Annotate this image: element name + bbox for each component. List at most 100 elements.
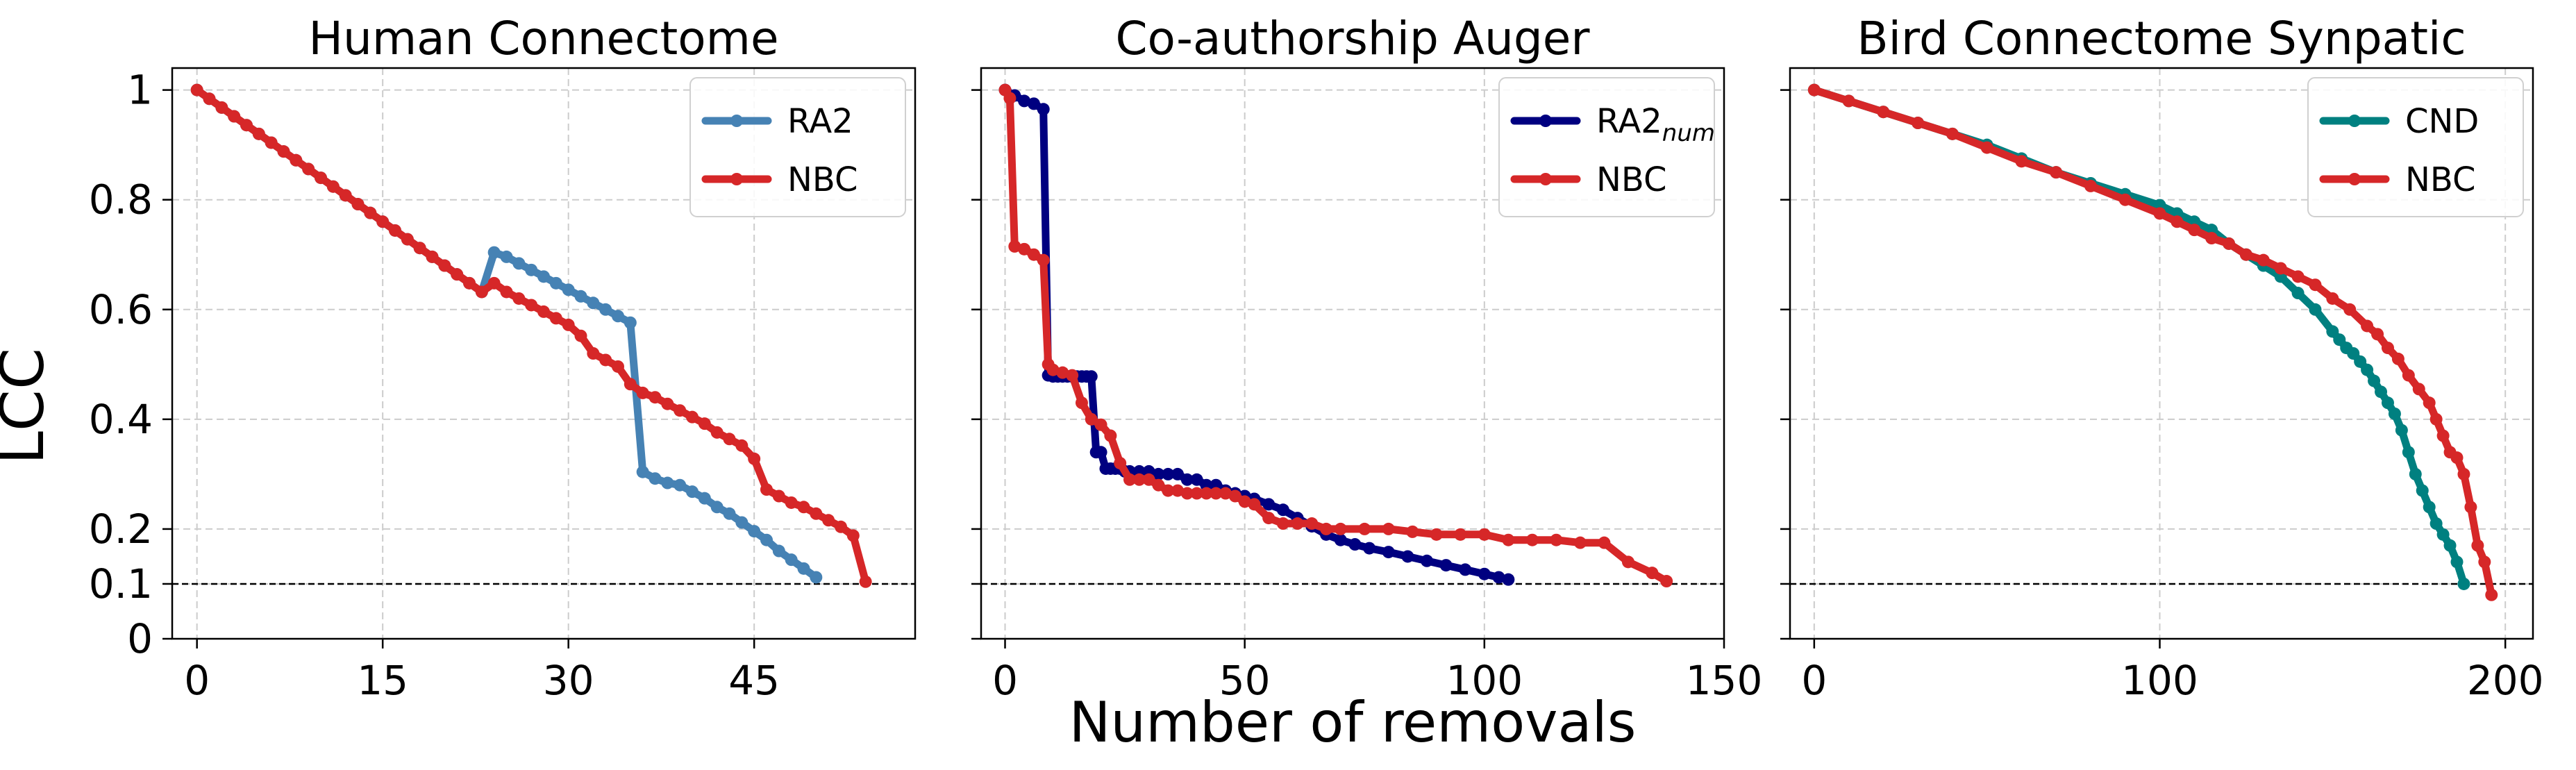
data-point	[612, 310, 624, 323]
chart-title: Human Connectome	[308, 12, 778, 65]
data-point	[525, 263, 538, 276]
data-point	[2205, 232, 2218, 245]
data-point	[772, 489, 785, 503]
data-point	[562, 283, 575, 296]
data-point	[810, 571, 823, 584]
data-point	[1439, 559, 1453, 572]
data-point	[500, 285, 513, 299]
data-point	[1478, 567, 1491, 580]
data-point	[748, 452, 761, 465]
data-point	[1262, 512, 1276, 525]
data-point	[1114, 457, 1127, 470]
data-point	[2402, 369, 2415, 382]
data-point	[2309, 303, 2322, 316]
data-point	[1190, 487, 1203, 500]
data-point	[1003, 92, 1017, 105]
data-point	[1046, 363, 1060, 376]
data-point	[364, 206, 377, 219]
data-point	[1401, 550, 1414, 563]
data-point	[2274, 262, 2287, 275]
data-point	[240, 119, 253, 132]
x-tick-label: 15	[357, 657, 408, 704]
legend-label: NBC	[2405, 160, 2476, 199]
data-point	[1008, 240, 1021, 253]
data-point	[772, 544, 785, 558]
data-point	[290, 153, 303, 167]
data-point	[846, 529, 860, 542]
data-point	[649, 472, 662, 485]
legend-label: NBC	[1596, 160, 1667, 199]
chart-panels: 0 15 30 45 0 0.1 0.2 0.4 0.6 0.8 1 Human Connectome…	[89, 12, 2544, 704]
data-point	[2388, 407, 2401, 420]
data-point	[2309, 278, 2322, 292]
data-point	[1492, 571, 1505, 584]
data-point	[2429, 517, 2443, 530]
data-point	[2375, 385, 2388, 399]
data-point	[376, 215, 390, 228]
x-tick-label: 30	[543, 657, 594, 704]
data-point	[2412, 383, 2425, 396]
data-point	[203, 92, 216, 106]
data-point	[599, 353, 612, 367]
data-point	[1018, 242, 1031, 256]
data-point	[389, 224, 401, 237]
data-point	[2015, 155, 2028, 168]
plot-frame	[171, 67, 917, 640]
data-point	[587, 347, 600, 360]
data-point	[760, 533, 773, 546]
data-point	[2485, 588, 2498, 601]
data-point	[1660, 575, 1673, 588]
data-point	[2464, 501, 2477, 514]
data-point	[587, 296, 600, 310]
data-point	[2153, 207, 2166, 220]
data-point	[2084, 179, 2097, 192]
data-point	[1066, 369, 1079, 382]
data-point	[413, 242, 426, 255]
data-point	[1152, 467, 1165, 480]
x-tick-label: 100	[2121, 657, 2198, 704]
x-tick-label: 150	[1686, 657, 1763, 704]
data-point	[1454, 528, 1467, 541]
data-point	[574, 329, 587, 342]
legend-swatch-marker	[1539, 173, 1552, 185]
legend-swatch-marker	[730, 115, 743, 127]
legend-swatch-marker	[1539, 115, 1552, 127]
data-point	[1056, 366, 1069, 379]
data-point	[710, 501, 724, 514]
data-point	[723, 507, 736, 520]
data-point	[1085, 370, 1098, 383]
data-point	[1171, 484, 1185, 497]
data-point	[2347, 347, 2360, 360]
data-point	[760, 483, 773, 496]
data-point	[1502, 533, 1515, 546]
data-point	[835, 520, 847, 533]
data-point	[2436, 528, 2450, 541]
data-point	[1142, 473, 1155, 486]
x-axis-label: Number of removals	[1069, 690, 1637, 755]
data-point	[698, 417, 711, 430]
data-point	[1276, 503, 1289, 517]
data-point	[822, 514, 835, 527]
data-point	[2118, 193, 2132, 206]
data-point	[1912, 117, 1925, 130]
data-point	[2333, 333, 2346, 346]
data-point	[785, 496, 798, 509]
data-point	[2471, 539, 2484, 552]
data-point	[1421, 554, 1433, 567]
data-point	[2391, 352, 2404, 365]
x-tick-label: 0	[992, 657, 1018, 704]
legend-label-subscript: num	[1662, 119, 1715, 147]
data-point	[649, 391, 662, 404]
data-point	[1162, 467, 1175, 480]
data-point	[2450, 451, 2464, 464]
data-point	[487, 276, 501, 290]
data-point	[228, 110, 241, 123]
data-point	[1525, 533, 1539, 546]
data-point	[674, 404, 687, 417]
data-point	[351, 198, 365, 211]
data-point	[1180, 473, 1194, 486]
data-point	[1200, 487, 1213, 500]
plot-frame	[980, 67, 1725, 640]
data-point	[500, 250, 513, 263]
